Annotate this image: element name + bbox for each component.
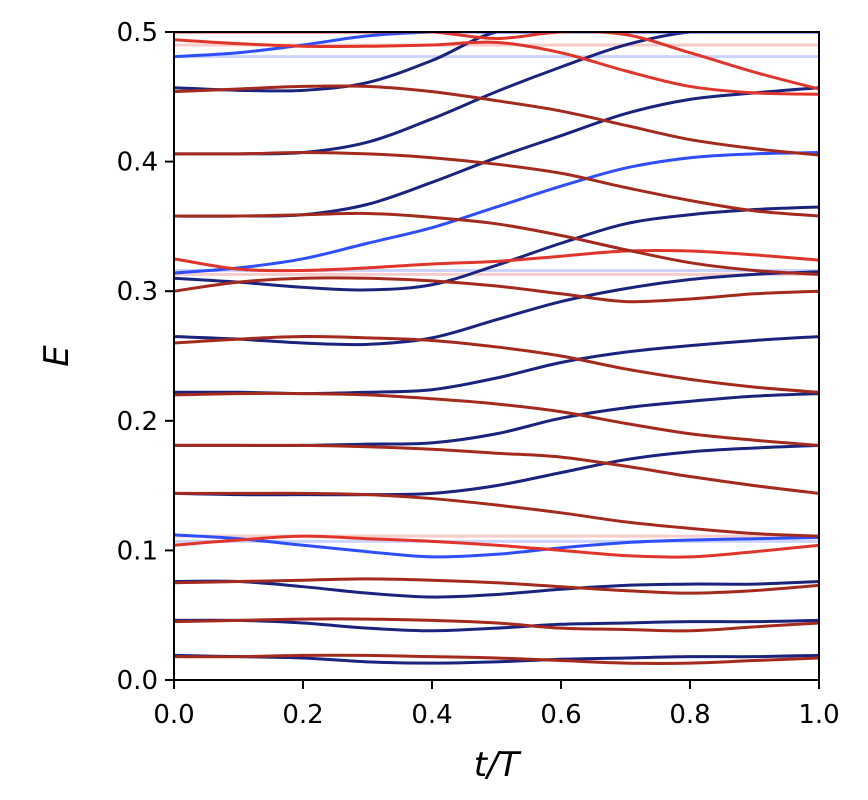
series-line-13 bbox=[174, 391, 819, 447]
y-tick-label: 0.4 bbox=[117, 148, 158, 178]
series-line-23 bbox=[174, 151, 819, 218]
series-line-15 bbox=[174, 335, 819, 394]
series-line-11 bbox=[174, 443, 819, 495]
y-axis: 0.0 0.1 0.2 0.3 0.4 0.5 bbox=[117, 18, 174, 696]
series-line-0 bbox=[174, 653, 819, 665]
x-tick-label: 1.0 bbox=[798, 700, 839, 730]
series-line-17 bbox=[174, 276, 819, 304]
series-line-1 bbox=[174, 653, 819, 665]
series-line-6 bbox=[174, 533, 819, 559]
series-line-19 bbox=[174, 248, 819, 273]
series-line-28 bbox=[174, 32, 819, 91]
y-tick-label: 0.1 bbox=[117, 536, 158, 566]
series-line-14 bbox=[174, 270, 819, 347]
series-line-2 bbox=[174, 618, 819, 633]
x-tick-label: 0.4 bbox=[411, 700, 452, 730]
series-line-3 bbox=[174, 617, 819, 633]
y-tick-label: 0.5 bbox=[117, 18, 158, 48]
x-tick-label: 0.6 bbox=[540, 700, 581, 730]
series-line-25 bbox=[174, 84, 819, 157]
series-line-16 bbox=[174, 205, 819, 292]
series-line-21 bbox=[174, 211, 819, 276]
plot-frame bbox=[173, 31, 820, 681]
y-tick-label: 0.2 bbox=[117, 407, 158, 437]
x-tick-label: 0.8 bbox=[669, 700, 710, 730]
x-axis: 0.0 0.2 0.4 0.6 0.8 1.0 bbox=[153, 680, 840, 730]
y-tick-label: 0.3 bbox=[117, 277, 158, 307]
series-line-27 bbox=[174, 38, 819, 96]
x-tick-label: 0.2 bbox=[282, 700, 323, 730]
x-tick-label: 0.0 bbox=[153, 700, 194, 730]
series-line-18 bbox=[174, 151, 819, 275]
series-line-5 bbox=[174, 577, 819, 595]
x-axis-label: t/T bbox=[474, 745, 522, 785]
series-line-4 bbox=[174, 579, 819, 599]
series-group bbox=[174, 32, 819, 665]
series-line-7 bbox=[174, 534, 819, 559]
y-tick-label: 0.0 bbox=[117, 666, 158, 696]
series-line-9 bbox=[174, 491, 819, 538]
y-axis-label: E bbox=[37, 345, 77, 367]
